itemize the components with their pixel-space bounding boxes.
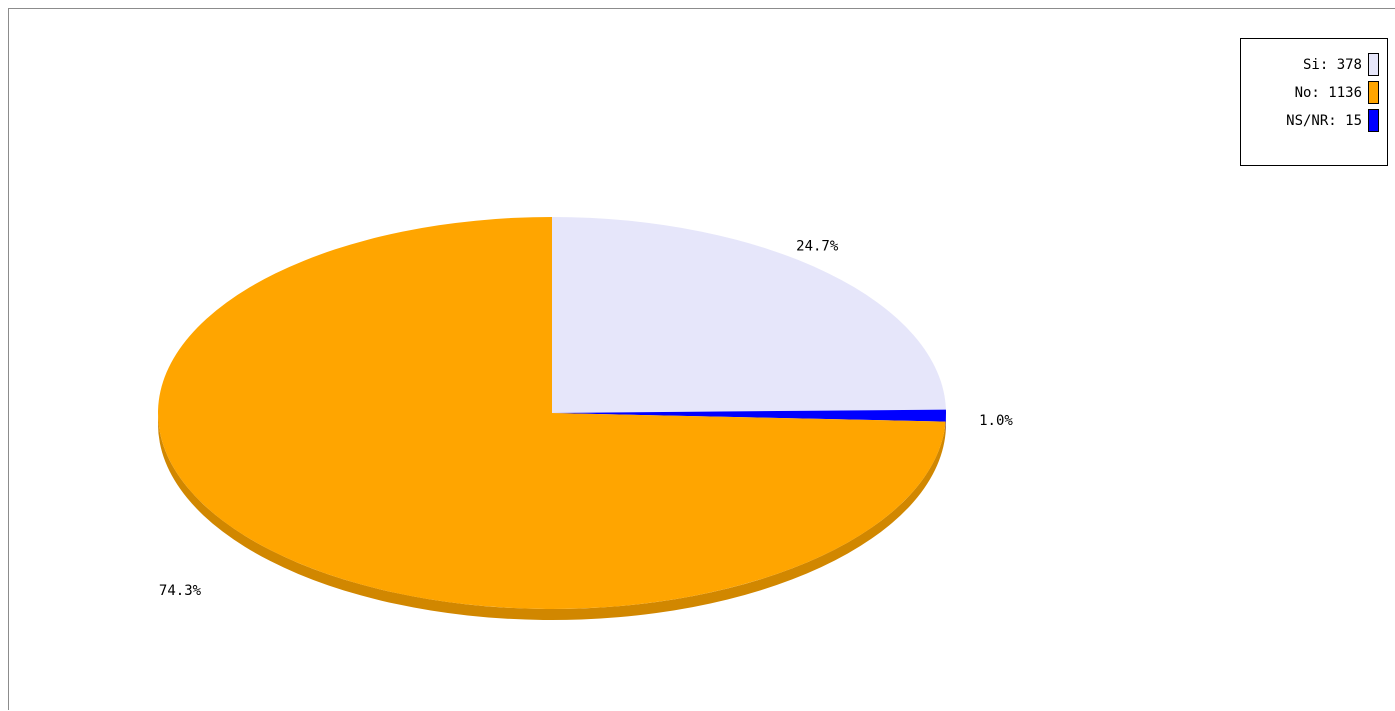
chart-frame: 24.7% 1.0% 74.3% Si: 378 No: 1136 NS/NR: 1… <box>8 8 1395 710</box>
pie-chart: 24.7% 1.0% 74.3% <box>9 9 1395 711</box>
legend-item-si: Si: 378 <box>1241 51 1379 78</box>
pie-slices <box>158 217 946 609</box>
legend-swatch-si <box>1368 53 1379 76</box>
legend-label-nsnr: NS/NR: 15 <box>1286 113 1362 129</box>
pie-label-no: 74.3% <box>159 583 202 599</box>
legend-swatch-nsnr <box>1368 109 1379 132</box>
legend-label-si: Si: 378 <box>1303 57 1362 73</box>
pie-label-si: 24.7% <box>796 239 839 255</box>
legend: Si: 378 No: 1136 NS/NR: 15 <box>1240 38 1388 166</box>
legend-item-nsnr: NS/NR: 15 <box>1241 107 1379 134</box>
legend-swatch-no <box>1368 81 1379 104</box>
legend-item-no: No: 1136 <box>1241 79 1379 106</box>
pie-label-nsnr: 1.0% <box>979 413 1013 429</box>
pie-slice-si <box>552 217 946 413</box>
legend-label-no: No: 1136 <box>1295 85 1362 101</box>
